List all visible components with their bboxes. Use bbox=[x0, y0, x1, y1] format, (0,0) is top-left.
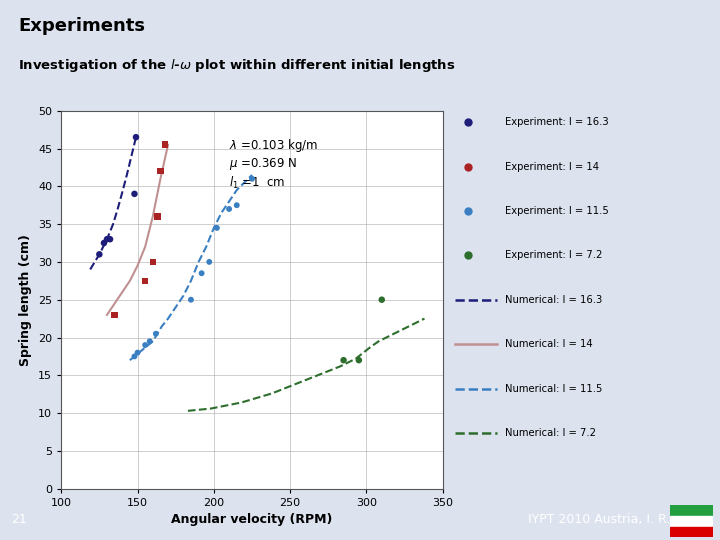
Text: Investigation of the $\it{l}$-$\it{\omega}$ plot within different initial length: Investigation of the $\it{l}$-$\it{\omeg… bbox=[18, 57, 456, 73]
Point bbox=[98, 239, 109, 247]
Point bbox=[94, 250, 105, 259]
Text: $\lambda$ =0.103 kg/m
$\mu$ =0.369 N
$\it{l}_1$ =1  cm: $\lambda$ =0.103 kg/m $\mu$ =0.369 N $\i… bbox=[229, 137, 318, 191]
Text: IYPT 2010 Austria, I. R. Iran: IYPT 2010 Austria, I. R. Iran bbox=[528, 513, 698, 526]
Text: Experiment: l = 14: Experiment: l = 14 bbox=[505, 161, 599, 172]
Text: Experiments: Experiments bbox=[18, 17, 145, 35]
Text: Experiment: l = 11.5: Experiment: l = 11.5 bbox=[505, 206, 609, 216]
Point bbox=[102, 235, 113, 244]
Text: 21: 21 bbox=[11, 513, 27, 526]
Point bbox=[246, 174, 258, 183]
Point bbox=[353, 356, 364, 364]
Text: Numerical: l = 11.5: Numerical: l = 11.5 bbox=[505, 384, 603, 394]
Point bbox=[140, 341, 151, 349]
Text: Experiment: l = 7.2: Experiment: l = 7.2 bbox=[505, 251, 603, 260]
Point bbox=[140, 276, 151, 285]
Point bbox=[129, 352, 140, 361]
Bar bbox=[670, 526, 713, 537]
Text: Experiment: l = 16.3: Experiment: l = 16.3 bbox=[505, 117, 609, 127]
Point bbox=[144, 337, 156, 346]
X-axis label: Angular velocity (RPM): Angular velocity (RPM) bbox=[171, 514, 333, 526]
Bar bbox=[670, 516, 713, 526]
Point bbox=[159, 140, 171, 149]
Point bbox=[129, 190, 140, 198]
Point bbox=[147, 258, 158, 266]
Point bbox=[155, 167, 166, 176]
Text: Numerical: l = 14: Numerical: l = 14 bbox=[505, 340, 593, 349]
Point bbox=[150, 329, 161, 338]
Point bbox=[109, 310, 120, 319]
Point bbox=[211, 224, 222, 232]
Point bbox=[204, 258, 215, 266]
Text: Numerical: l = 16.3: Numerical: l = 16.3 bbox=[505, 295, 603, 305]
Text: Numerical: l = 7.2: Numerical: l = 7.2 bbox=[505, 428, 596, 438]
Point bbox=[338, 356, 349, 364]
Point bbox=[231, 201, 243, 210]
Point bbox=[152, 212, 163, 221]
Point bbox=[104, 235, 116, 244]
Point bbox=[185, 295, 197, 304]
Point bbox=[132, 348, 143, 357]
Y-axis label: Spring length (cm): Spring length (cm) bbox=[19, 234, 32, 366]
Bar bbox=[670, 505, 713, 516]
Point bbox=[223, 205, 235, 213]
Point bbox=[196, 269, 207, 278]
Point bbox=[376, 295, 387, 304]
Point bbox=[130, 133, 142, 141]
